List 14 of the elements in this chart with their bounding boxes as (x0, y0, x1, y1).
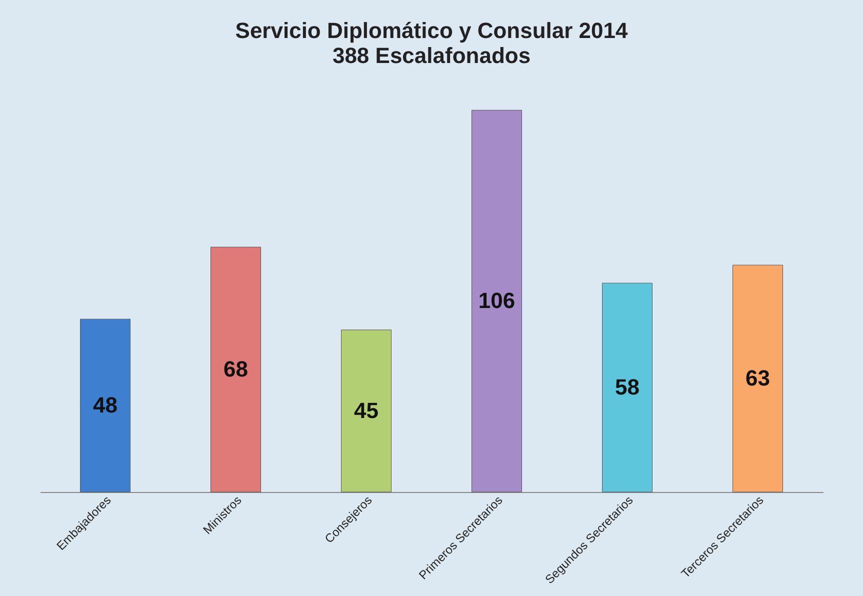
data-label: 48 (93, 392, 118, 418)
chart-title: Servicio Diplomático y Consular 2014 (235, 18, 628, 43)
bar (210, 246, 261, 492)
data-label: 45 (354, 398, 378, 423)
data-label: 68 (224, 356, 248, 382)
data-label: 58 (615, 374, 640, 400)
bar (80, 318, 130, 492)
data-label: 63 (746, 366, 770, 391)
bar (732, 264, 783, 492)
bar (602, 282, 652, 492)
bar (472, 110, 522, 492)
data-label: 106 (478, 288, 516, 314)
bar (341, 330, 392, 492)
chart-subtitle: 388 Escalafonados (332, 43, 531, 68)
